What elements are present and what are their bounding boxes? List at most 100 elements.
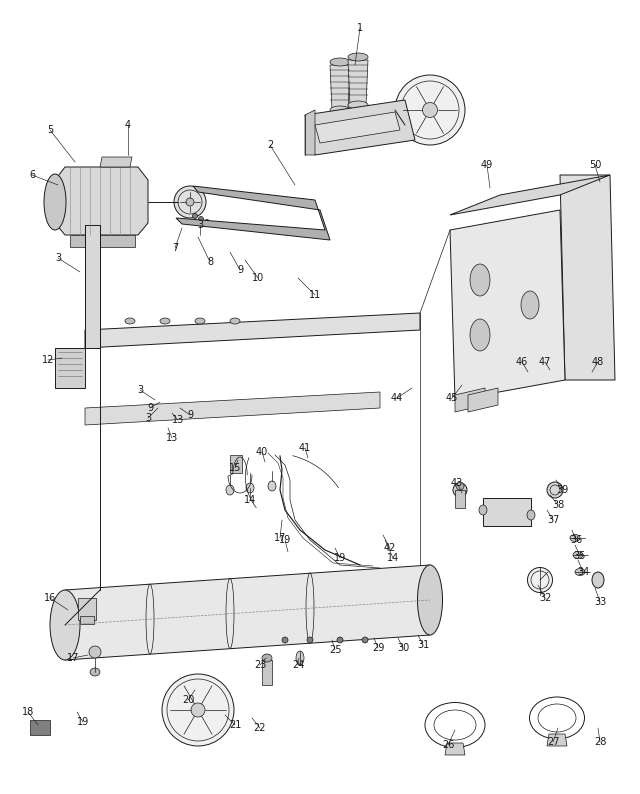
Polygon shape bbox=[55, 167, 148, 235]
Bar bbox=[262, 660, 272, 685]
Ellipse shape bbox=[527, 568, 552, 592]
Ellipse shape bbox=[90, 668, 100, 676]
Text: 6: 6 bbox=[29, 170, 35, 180]
Text: 37: 37 bbox=[547, 515, 559, 525]
Text: 48: 48 bbox=[592, 357, 604, 367]
Text: 19: 19 bbox=[279, 535, 291, 545]
Ellipse shape bbox=[125, 318, 135, 324]
Ellipse shape bbox=[575, 569, 585, 576]
Text: 14: 14 bbox=[387, 553, 399, 563]
Ellipse shape bbox=[268, 481, 276, 491]
Text: 13: 13 bbox=[172, 415, 184, 425]
Text: 23: 23 bbox=[254, 660, 266, 670]
Text: 46: 46 bbox=[516, 357, 528, 367]
Text: 30: 30 bbox=[397, 643, 409, 653]
Ellipse shape bbox=[195, 318, 205, 324]
Text: 21: 21 bbox=[229, 720, 241, 730]
Text: 24: 24 bbox=[292, 660, 304, 670]
Text: 9: 9 bbox=[147, 403, 153, 413]
Ellipse shape bbox=[89, 646, 101, 658]
Ellipse shape bbox=[570, 534, 580, 542]
Polygon shape bbox=[65, 565, 430, 660]
Ellipse shape bbox=[191, 703, 205, 717]
Text: 26: 26 bbox=[442, 740, 454, 750]
Text: 43: 43 bbox=[451, 478, 463, 488]
Ellipse shape bbox=[246, 483, 254, 493]
Text: 31: 31 bbox=[417, 640, 429, 650]
Ellipse shape bbox=[573, 552, 583, 558]
Text: 36: 36 bbox=[570, 535, 582, 545]
Ellipse shape bbox=[160, 318, 170, 324]
Bar bbox=[80, 616, 94, 624]
Text: 45: 45 bbox=[446, 393, 458, 403]
Ellipse shape bbox=[470, 264, 490, 296]
Polygon shape bbox=[455, 388, 485, 412]
Polygon shape bbox=[305, 100, 415, 155]
Text: 5: 5 bbox=[47, 125, 53, 135]
Polygon shape bbox=[445, 743, 465, 755]
Text: 22: 22 bbox=[253, 723, 266, 733]
Text: 16: 16 bbox=[44, 593, 56, 603]
Polygon shape bbox=[348, 60, 368, 105]
Text: 9: 9 bbox=[237, 265, 243, 275]
Ellipse shape bbox=[44, 174, 66, 230]
Ellipse shape bbox=[193, 214, 198, 218]
Ellipse shape bbox=[296, 651, 304, 665]
Text: 38: 38 bbox=[552, 500, 564, 510]
Text: 18: 18 bbox=[22, 707, 34, 717]
Ellipse shape bbox=[527, 510, 535, 520]
Ellipse shape bbox=[198, 217, 204, 222]
Bar bbox=[55, 348, 85, 388]
Text: 7: 7 bbox=[172, 243, 178, 253]
Text: 11: 11 bbox=[309, 290, 321, 300]
Text: 4: 4 bbox=[125, 120, 131, 130]
Polygon shape bbox=[560, 175, 615, 380]
Ellipse shape bbox=[330, 58, 350, 66]
Ellipse shape bbox=[348, 101, 368, 109]
Text: 14: 14 bbox=[244, 495, 256, 505]
Ellipse shape bbox=[592, 572, 604, 588]
Ellipse shape bbox=[479, 505, 487, 515]
Ellipse shape bbox=[453, 483, 467, 497]
Text: 32: 32 bbox=[539, 593, 551, 603]
Polygon shape bbox=[450, 175, 610, 215]
Ellipse shape bbox=[330, 106, 350, 114]
Text: 17: 17 bbox=[67, 653, 79, 663]
Ellipse shape bbox=[422, 102, 438, 118]
Text: 3: 3 bbox=[137, 385, 143, 395]
Text: 50: 50 bbox=[589, 160, 601, 170]
Text: 41: 41 bbox=[299, 443, 311, 453]
Ellipse shape bbox=[456, 482, 464, 490]
Ellipse shape bbox=[282, 637, 288, 643]
Text: 8: 8 bbox=[207, 257, 213, 267]
Text: 39: 39 bbox=[556, 485, 568, 495]
Polygon shape bbox=[85, 392, 380, 425]
Text: 29: 29 bbox=[372, 643, 384, 653]
Polygon shape bbox=[468, 388, 498, 412]
Bar bbox=[230, 455, 242, 473]
Polygon shape bbox=[85, 313, 420, 348]
Polygon shape bbox=[85, 225, 100, 348]
Polygon shape bbox=[450, 210, 565, 400]
Text: 27: 27 bbox=[547, 737, 559, 747]
Text: 44: 44 bbox=[391, 393, 403, 403]
Ellipse shape bbox=[226, 485, 234, 495]
Ellipse shape bbox=[337, 637, 343, 643]
Text: 28: 28 bbox=[594, 737, 606, 747]
Text: 3: 3 bbox=[145, 413, 151, 423]
Text: 9: 9 bbox=[187, 410, 193, 420]
Polygon shape bbox=[100, 157, 132, 167]
Text: 25: 25 bbox=[329, 645, 341, 655]
Text: 15: 15 bbox=[229, 463, 241, 473]
Ellipse shape bbox=[395, 75, 465, 145]
Text: 47: 47 bbox=[539, 357, 551, 367]
Text: 19: 19 bbox=[77, 717, 89, 727]
Ellipse shape bbox=[162, 674, 234, 746]
Text: 40: 40 bbox=[256, 447, 268, 457]
Text: 19: 19 bbox=[334, 553, 346, 563]
Ellipse shape bbox=[470, 319, 490, 351]
Text: 3: 3 bbox=[55, 253, 61, 263]
Text: 1: 1 bbox=[357, 23, 363, 33]
Text: 34: 34 bbox=[577, 567, 589, 577]
Text: 13: 13 bbox=[166, 433, 178, 443]
